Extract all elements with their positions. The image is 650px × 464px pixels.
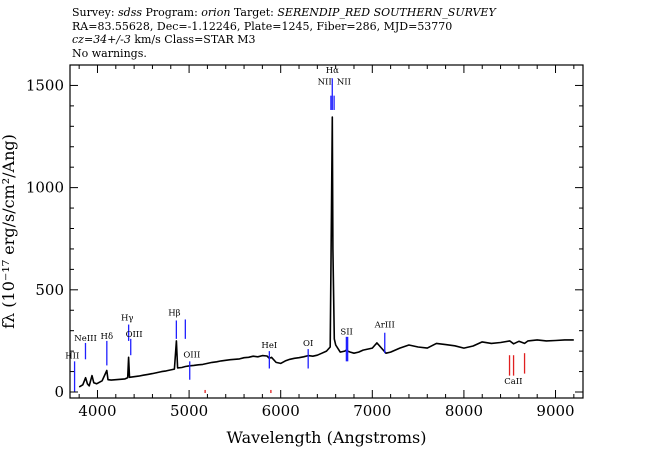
y-tick-label: 500 bbox=[35, 281, 64, 299]
header-line-4: No warnings. bbox=[72, 46, 147, 60]
program-value: orion bbox=[201, 6, 231, 19]
spectral-line-label: Hβ bbox=[168, 308, 180, 318]
spectral-line-label: Hγ bbox=[121, 313, 134, 323]
program-label: Program: bbox=[145, 6, 198, 19]
axes-layer: 4000 5000 6000 7000 8000 9000 0 500 1000 1500 bbox=[26, 64, 583, 420]
plot-frame bbox=[69, 64, 584, 399]
spectral-line-label: ArIII bbox=[374, 321, 395, 331]
spectrum-line bbox=[78, 116, 574, 388]
spectral-line-label: HII bbox=[65, 351, 79, 361]
spectral-line-label: Hδ bbox=[101, 332, 114, 342]
spectral-line-label: NeIII bbox=[74, 334, 97, 344]
x-tick-label: 8000 bbox=[445, 402, 483, 420]
x-axis-title: Wavelength (Angstroms) bbox=[227, 428, 427, 447]
y-tick-label: 1000 bbox=[26, 179, 64, 197]
x-tick-label: 9000 bbox=[536, 402, 574, 420]
y-tick-label: 1500 bbox=[26, 76, 64, 94]
cz-value: 34+/-3 bbox=[93, 33, 131, 47]
header-line-1: Survey: sdss Program: orion Target: SERE… bbox=[72, 6, 642, 20]
x-tick-label: 6000 bbox=[262, 402, 300, 420]
header-line-3: cz=34+/-3 km/s Class=STAR M3 bbox=[72, 33, 642, 47]
spectral-line-label: NII bbox=[318, 77, 332, 87]
survey-value: sdss bbox=[118, 6, 143, 19]
spectral-line-label: OI bbox=[303, 339, 313, 349]
header-line-2: RA=83.55628, Dec=-1.12246, Plate=1245, F… bbox=[72, 19, 453, 33]
y-tick-label: 0 bbox=[54, 383, 64, 401]
cz-label: cz= bbox=[72, 33, 94, 47]
target-value: SERENDIP_RED SOUTHERN_SURVEY bbox=[277, 6, 496, 19]
x-tick-label: 5000 bbox=[170, 402, 208, 420]
survey-label: Survey: bbox=[72, 6, 115, 19]
spectral-line-label: HeI bbox=[261, 341, 277, 351]
x-tick-label: 4000 bbox=[78, 402, 116, 420]
spectral-line-label: SII bbox=[340, 327, 353, 337]
spectral-line-label: NII bbox=[337, 77, 351, 87]
spectrum-header: Survey: sdss Program: orion Target: SERE… bbox=[72, 6, 642, 60]
spectral-line-label: CaII bbox=[504, 377, 522, 387]
spectral-line-label: OIII bbox=[183, 350, 200, 360]
cz-units: km/s bbox=[134, 33, 161, 47]
y-axis-title: fλ (10⁻¹⁷ erg/s/cm²/Ang) bbox=[0, 134, 18, 329]
target-label: Target: bbox=[233, 6, 274, 19]
spectral-line-label: Hα bbox=[326, 66, 339, 76]
spectral-line-label: OIII bbox=[126, 330, 143, 340]
x-tick-label: 7000 bbox=[353, 402, 391, 420]
class-text: Class=STAR M3 bbox=[164, 33, 256, 47]
